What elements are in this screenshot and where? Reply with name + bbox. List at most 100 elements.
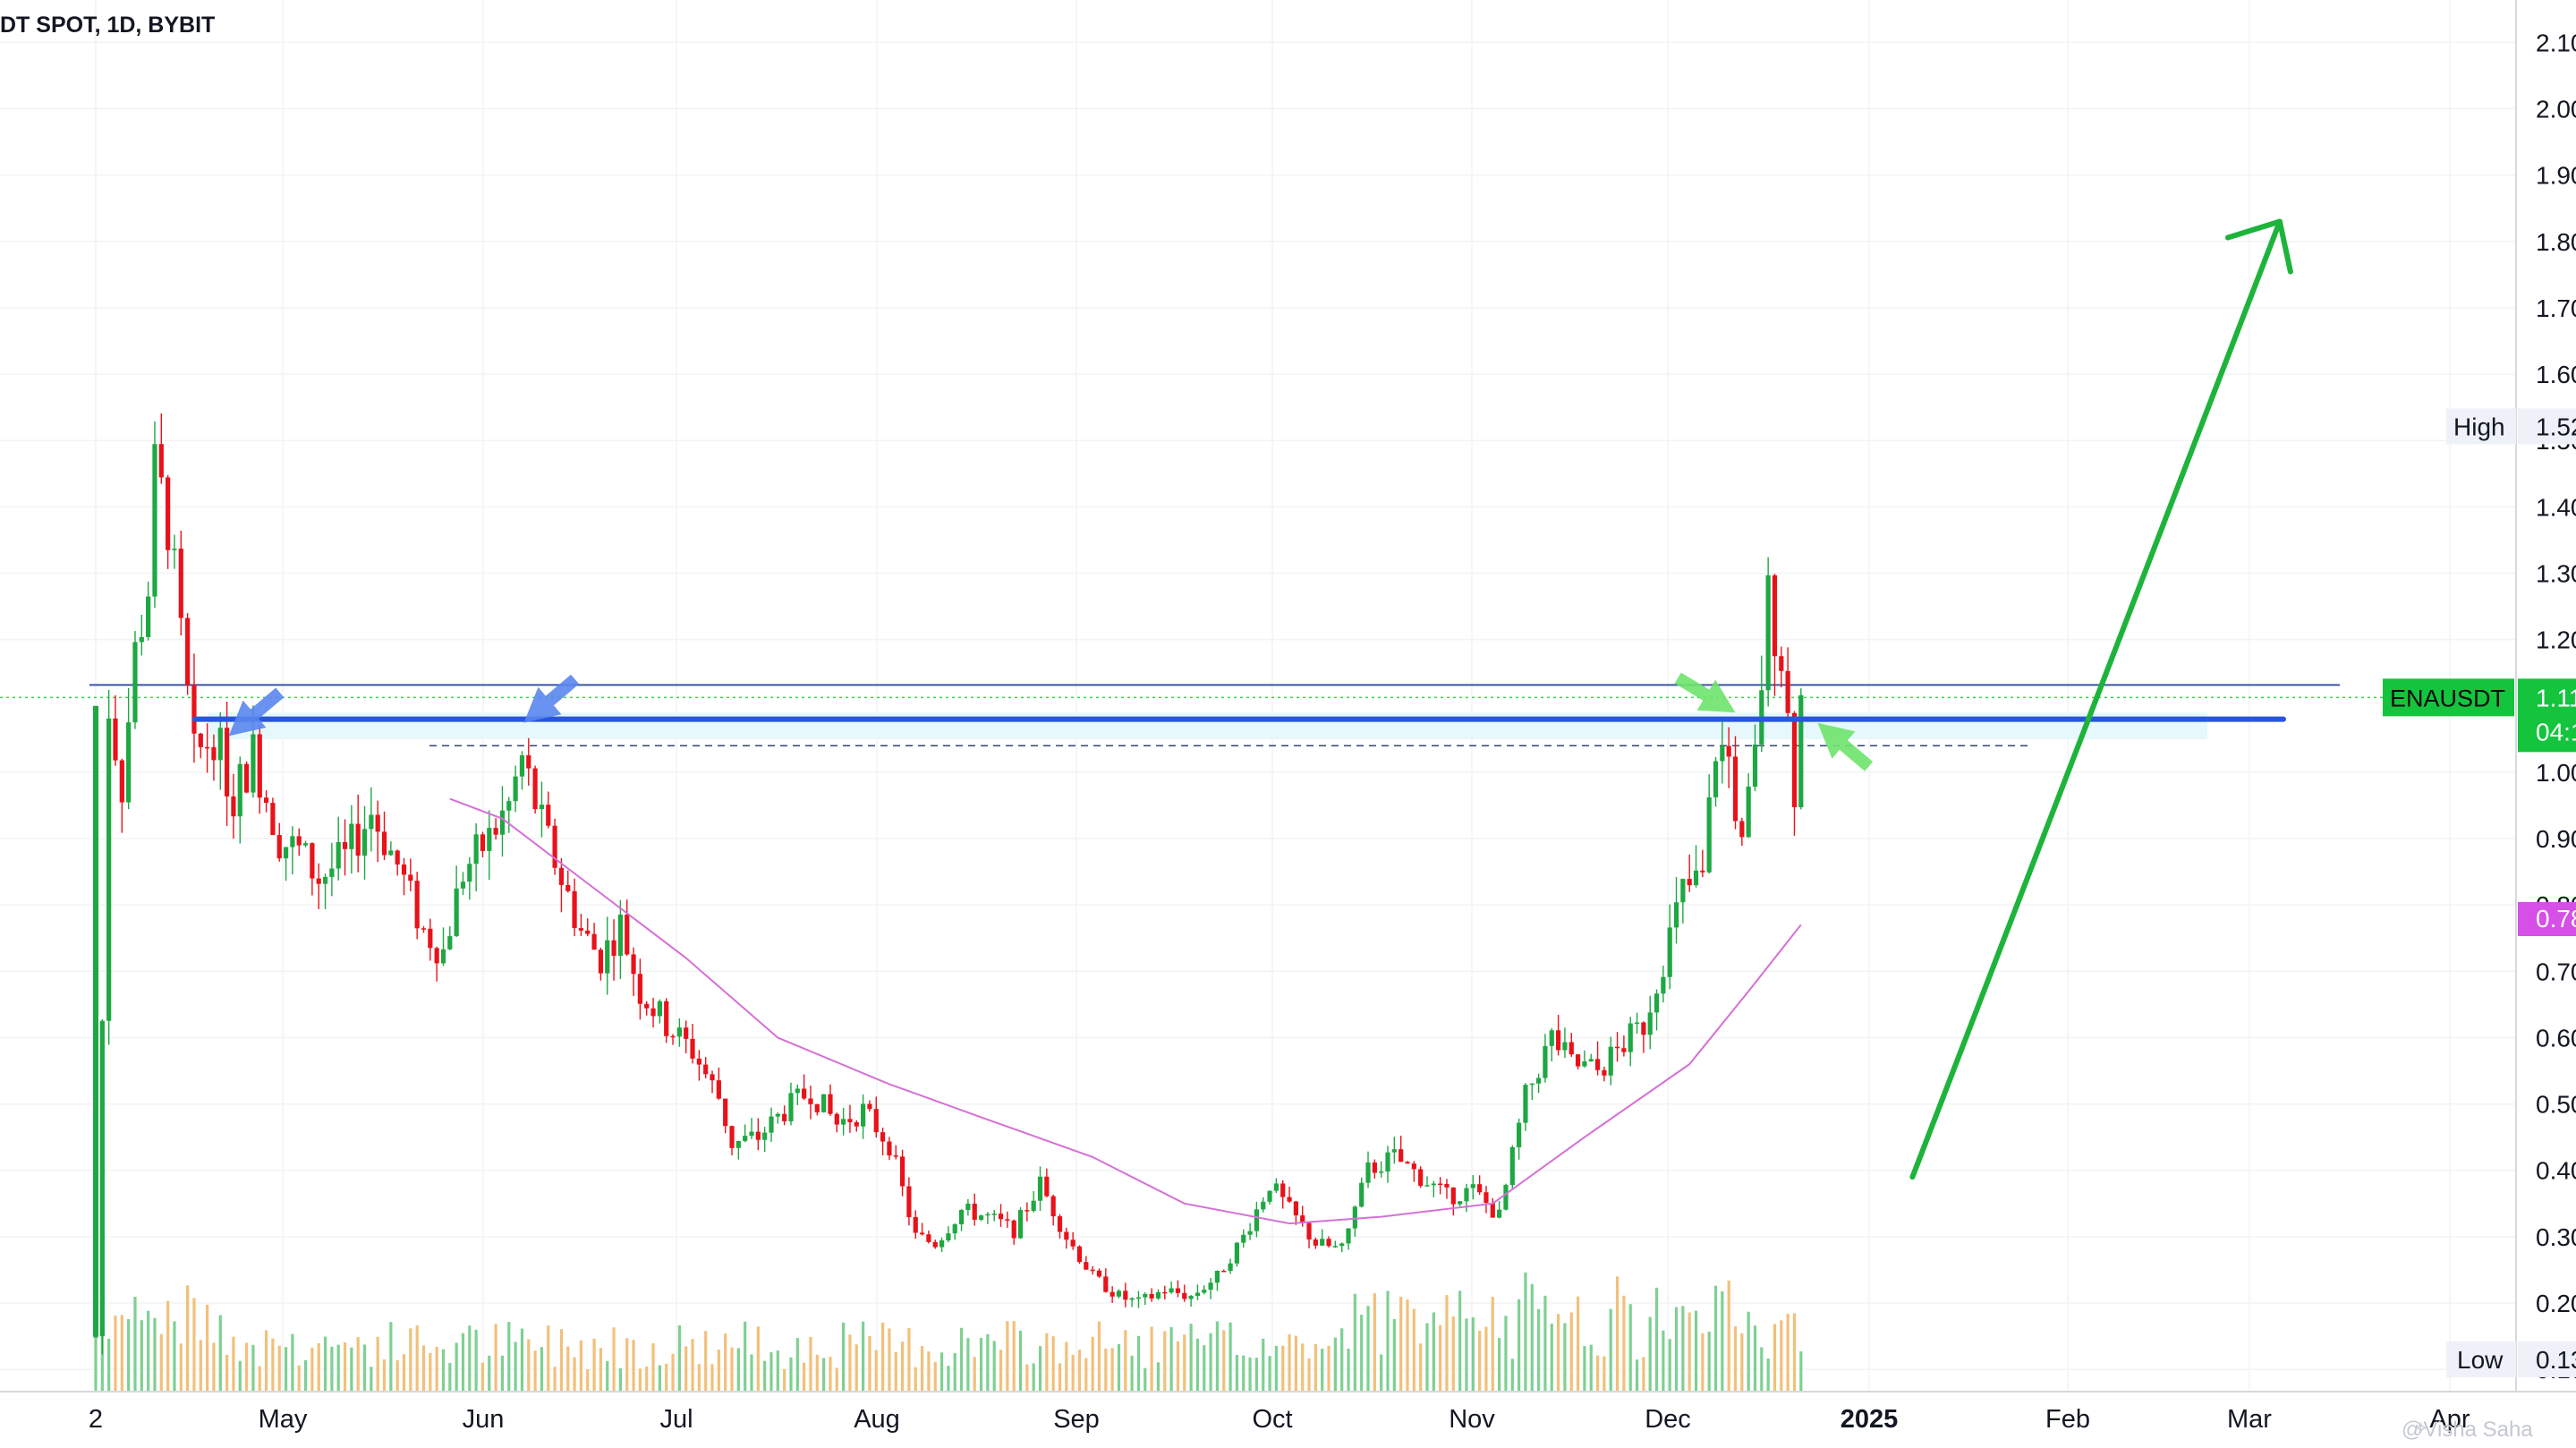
candle[interactable] bbox=[873, 1109, 879, 1133]
candle[interactable] bbox=[749, 1131, 754, 1137]
candle[interactable] bbox=[1536, 1077, 1542, 1084]
candle[interactable] bbox=[146, 596, 151, 637]
candle[interactable] bbox=[454, 888, 459, 937]
price-candles[interactable] bbox=[93, 413, 1804, 1355]
candle[interactable] bbox=[1746, 786, 1751, 838]
candle[interactable] bbox=[735, 1140, 741, 1148]
candle[interactable] bbox=[710, 1074, 715, 1081]
candle[interactable] bbox=[939, 1239, 945, 1248]
candle[interactable] bbox=[637, 974, 642, 1004]
candle[interactable] bbox=[605, 940, 610, 974]
candle[interactable] bbox=[847, 1119, 853, 1123]
candle[interactable] bbox=[762, 1132, 768, 1140]
candle[interactable] bbox=[1084, 1262, 1089, 1270]
candle[interactable] bbox=[650, 1008, 656, 1017]
candle[interactable] bbox=[1464, 1188, 1469, 1202]
candle[interactable] bbox=[513, 776, 518, 802]
candle[interactable] bbox=[1477, 1184, 1483, 1193]
candle[interactable] bbox=[684, 1027, 689, 1039]
candle[interactable] bbox=[755, 1131, 761, 1140]
arrow-icon[interactable] bbox=[523, 674, 580, 723]
candle[interactable] bbox=[1621, 1048, 1627, 1052]
candle[interactable] bbox=[1673, 902, 1679, 928]
candle[interactable] bbox=[1405, 1162, 1410, 1164]
candle[interactable] bbox=[1057, 1216, 1063, 1232]
candle[interactable] bbox=[1641, 1022, 1646, 1035]
candle[interactable] bbox=[1529, 1083, 1535, 1086]
candle[interactable] bbox=[1070, 1239, 1075, 1247]
candle[interactable] bbox=[1470, 1184, 1475, 1188]
candle[interactable] bbox=[893, 1155, 898, 1157]
candle[interactable] bbox=[395, 850, 400, 865]
candle[interactable] bbox=[1752, 744, 1758, 787]
candle[interactable] bbox=[191, 685, 197, 734]
candle[interactable] bbox=[1109, 1291, 1115, 1297]
candle[interactable] bbox=[1424, 1185, 1430, 1187]
candle[interactable] bbox=[480, 834, 486, 851]
candle[interactable] bbox=[369, 814, 374, 830]
candle[interactable] bbox=[1687, 879, 1692, 886]
candle[interactable] bbox=[1037, 1176, 1043, 1201]
candle[interactable] bbox=[1129, 1298, 1135, 1300]
candle[interactable] bbox=[1096, 1270, 1102, 1277]
candle[interactable] bbox=[532, 768, 538, 810]
candle[interactable] bbox=[99, 1020, 105, 1337]
arrow-icon[interactable] bbox=[1817, 722, 1874, 771]
candle[interactable] bbox=[670, 1035, 676, 1038]
candle[interactable] bbox=[1031, 1200, 1036, 1212]
candle[interactable] bbox=[578, 928, 584, 931]
candle[interactable] bbox=[887, 1141, 892, 1156]
candle[interactable] bbox=[1706, 796, 1712, 873]
candle[interactable] bbox=[158, 444, 164, 478]
candle[interactable] bbox=[1523, 1085, 1528, 1123]
candle[interactable] bbox=[1267, 1190, 1272, 1202]
candle[interactable] bbox=[899, 1156, 905, 1187]
candle[interactable] bbox=[231, 796, 236, 817]
candle[interactable] bbox=[932, 1241, 938, 1248]
candle[interactable] bbox=[1135, 1297, 1142, 1299]
candle[interactable] bbox=[1365, 1162, 1371, 1183]
candle[interactable] bbox=[1654, 993, 1660, 1013]
candle[interactable] bbox=[1431, 1183, 1436, 1186]
candle[interactable] bbox=[1241, 1234, 1246, 1243]
candle[interactable] bbox=[1320, 1239, 1325, 1246]
candle[interactable] bbox=[1720, 745, 1725, 762]
candle[interactable] bbox=[1194, 1292, 1201, 1297]
candle[interactable] bbox=[1379, 1171, 1384, 1173]
candle[interactable] bbox=[1739, 821, 1745, 838]
candle[interactable] bbox=[1280, 1183, 1286, 1197]
candle[interactable] bbox=[414, 881, 420, 929]
candle[interactable] bbox=[1332, 1246, 1338, 1248]
candle[interactable] bbox=[625, 914, 630, 955]
candle[interactable] bbox=[172, 549, 177, 550]
candle[interactable] bbox=[243, 763, 250, 793]
candle[interactable] bbox=[1143, 1293, 1148, 1298]
candle[interactable] bbox=[1254, 1209, 1260, 1231]
candle[interactable] bbox=[696, 1058, 701, 1065]
candle[interactable] bbox=[1076, 1246, 1083, 1263]
candle[interactable] bbox=[1372, 1162, 1377, 1173]
candle[interactable] bbox=[880, 1132, 886, 1142]
candle[interactable] bbox=[572, 890, 577, 929]
moving-average-line[interactable] bbox=[449, 797, 1802, 1225]
candle[interactable] bbox=[322, 876, 328, 884]
candle[interactable] bbox=[585, 930, 591, 934]
candle[interactable] bbox=[913, 1216, 918, 1233]
candle[interactable] bbox=[1221, 1270, 1227, 1273]
candle[interactable] bbox=[1208, 1282, 1213, 1290]
candle[interactable] bbox=[1411, 1163, 1416, 1170]
candle[interactable] bbox=[991, 1214, 997, 1215]
candle[interactable] bbox=[440, 949, 446, 964]
candle[interactable] bbox=[1103, 1276, 1109, 1292]
candle[interactable] bbox=[1693, 870, 1699, 886]
candle[interactable] bbox=[1162, 1291, 1168, 1294]
candle[interactable] bbox=[952, 1224, 957, 1234]
candle[interactable] bbox=[841, 1119, 846, 1125]
candle[interactable] bbox=[729, 1126, 735, 1148]
candle[interactable] bbox=[1293, 1201, 1298, 1216]
candle[interactable] bbox=[854, 1122, 859, 1127]
candle[interactable] bbox=[139, 636, 144, 643]
candle[interactable] bbox=[703, 1064, 709, 1075]
candle[interactable] bbox=[1594, 1059, 1601, 1070]
candle[interactable] bbox=[1352, 1206, 1357, 1229]
